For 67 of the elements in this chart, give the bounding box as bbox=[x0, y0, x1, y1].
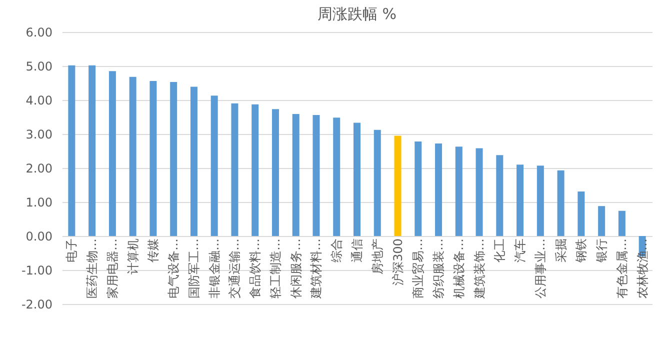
bar bbox=[231, 103, 238, 236]
x-tick-label: 食品饮料… bbox=[248, 238, 262, 298]
x-tick-label: 国防军工… bbox=[186, 238, 201, 298]
bar bbox=[170, 82, 178, 236]
bar bbox=[252, 104, 259, 236]
x-tick-label: 电气设备… bbox=[166, 238, 181, 298]
bar bbox=[68, 65, 76, 236]
bar bbox=[435, 144, 442, 236]
x-tick-label: 医药生物… bbox=[85, 238, 100, 298]
x-tick-label: 家用电器… bbox=[105, 238, 120, 298]
x-tick-label: 休闲服务… bbox=[288, 238, 303, 298]
x-tick-label: 农林牧渔… bbox=[635, 238, 650, 298]
bar bbox=[455, 146, 462, 236]
y-tick-label: 3.00 bbox=[26, 128, 52, 142]
bar bbox=[374, 130, 381, 236]
x-tick-label: 通信 bbox=[350, 238, 364, 262]
bar bbox=[150, 80, 157, 236]
x-tick-label: 轻工制造… bbox=[268, 238, 282, 298]
bar bbox=[536, 166, 544, 236]
x-tick-label: 综合 bbox=[330, 238, 344, 262]
bar bbox=[618, 210, 626, 236]
x-tick-label: 银行 bbox=[594, 238, 609, 264]
x-tick-label: 交通运输… bbox=[228, 238, 242, 298]
x-tick-label: 建筑材料… bbox=[309, 238, 324, 300]
x-tick-label: 采掘 bbox=[554, 238, 568, 262]
y-tick-label: 5.00 bbox=[26, 60, 52, 74]
bar bbox=[292, 114, 300, 236]
bar bbox=[333, 118, 340, 236]
bar bbox=[496, 155, 504, 236]
bar bbox=[312, 114, 320, 236]
bar bbox=[190, 86, 198, 236]
bar bbox=[210, 96, 218, 236]
y-tick-label: -2.00 bbox=[21, 298, 52, 312]
y-tick-label: 4.00 bbox=[26, 94, 52, 108]
bar bbox=[476, 148, 483, 236]
x-tick-label: 机械设备… bbox=[452, 238, 466, 298]
x-tick-label: 计算机 bbox=[126, 238, 140, 274]
x-tick-label: 建筑装饰… bbox=[472, 238, 486, 300]
x-tick-label: 化工 bbox=[492, 238, 507, 262]
x-tick-label: 沪深300 bbox=[390, 238, 405, 286]
bar bbox=[108, 71, 116, 236]
bar bbox=[354, 122, 360, 236]
x-tick-label: 公用事业… bbox=[533, 238, 548, 298]
bar bbox=[414, 141, 422, 236]
bar bbox=[598, 206, 606, 236]
x-tick-label: 有色金属… bbox=[614, 238, 629, 298]
x-tick-label: 房地产 bbox=[370, 238, 384, 274]
x-tick-label: 商业贸易… bbox=[411, 238, 426, 298]
bar bbox=[129, 76, 136, 236]
bar bbox=[557, 170, 564, 236]
y-tick-label: 2.00 bbox=[26, 162, 52, 176]
y-tick-label: 0.00 bbox=[26, 230, 52, 244]
x-tick-label: 电子 bbox=[64, 238, 79, 262]
y-tick-label: 1.00 bbox=[26, 196, 52, 210]
y-tick-label: 6.00 bbox=[26, 26, 52, 40]
x-tick-label: 钢铁 bbox=[574, 238, 588, 264]
y-tick-label: -1.00 bbox=[21, 264, 52, 278]
bar bbox=[272, 109, 279, 236]
x-tick-label: 非银金融… bbox=[207, 238, 222, 298]
x-tick-label: 汽车 bbox=[513, 238, 528, 262]
bar bbox=[516, 164, 524, 236]
bar bbox=[578, 191, 585, 236]
x-tick-label: 传媒 bbox=[146, 238, 160, 262]
bar bbox=[88, 65, 96, 236]
chart-title: 周涨跌幅 % bbox=[317, 5, 397, 23]
bar bbox=[394, 136, 402, 236]
x-tick-label: 纺织服装… bbox=[432, 238, 446, 298]
